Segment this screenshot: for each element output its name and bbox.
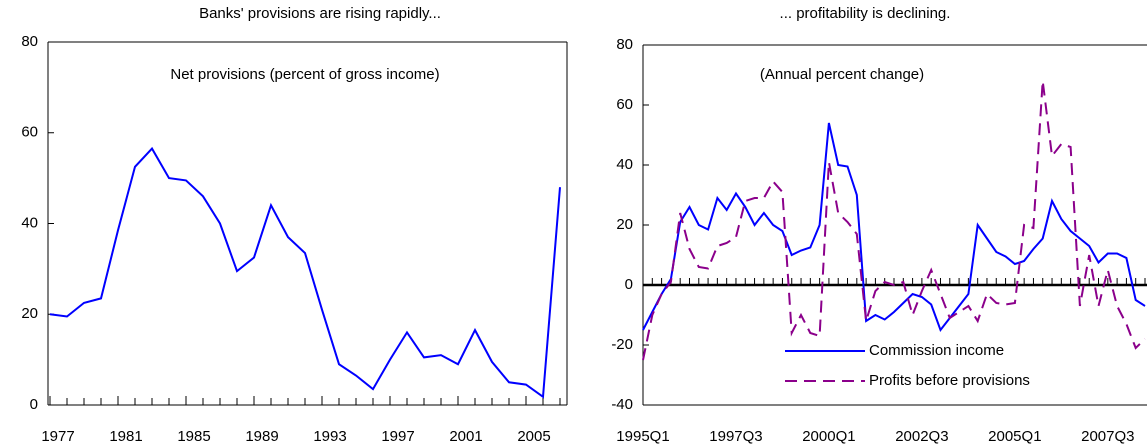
x-tick-label: 1981 — [109, 428, 142, 445]
annotation: (Annual percent change) — [760, 66, 924, 83]
x-tick-label: 1997 — [381, 428, 414, 445]
y-tick-label: 0 — [625, 276, 633, 293]
x-tick-label: 2005 — [517, 428, 550, 445]
x-tick-label: 1993 — [313, 428, 346, 445]
series-line — [642, 80, 1146, 361]
x-tick-label: 1977 — [41, 428, 74, 445]
y-tick-label: 20 — [616, 216, 633, 233]
x-tick-label: 1985 — [177, 428, 210, 445]
x-tick-label: 1995Q1 — [616, 428, 669, 445]
x-tick-label: 2005Q1 — [988, 428, 1041, 445]
y-tick-label: 40 — [21, 214, 38, 231]
x-tick-label: 2000Q1 — [802, 428, 855, 445]
chart-title: Banks' provisions are rising rapidly... — [199, 5, 441, 22]
y-tick-label: 60 — [616, 96, 633, 113]
x-tick-label: 1997Q3 — [709, 428, 762, 445]
y-tick-label: 0 — [30, 396, 38, 413]
y-tick-label: 60 — [21, 124, 38, 141]
legend-label: Profits before provisions — [869, 372, 1030, 389]
y-tick-label: 40 — [616, 156, 633, 173]
x-tick-label: 2002Q3 — [895, 428, 948, 445]
y-tick-label: 20 — [21, 305, 38, 322]
series-line — [642, 122, 1146, 333]
x-tick-label: 2007Q3 — [1081, 428, 1134, 445]
x-tick-label: 1989 — [245, 428, 278, 445]
chart-title: ... profitability is declining. — [780, 5, 951, 22]
series-line — [49, 146, 561, 399]
y-tick-label: -20 — [611, 336, 633, 353]
x-tick-label: 2001 — [449, 428, 482, 445]
y-tick-label: -40 — [611, 396, 633, 413]
y-tick-label: 80 — [21, 33, 38, 50]
annotation: Net provisions (percent of gross income) — [170, 66, 439, 83]
y-tick-label: 80 — [616, 36, 633, 53]
legend-label: Commission income — [869, 342, 1004, 359]
